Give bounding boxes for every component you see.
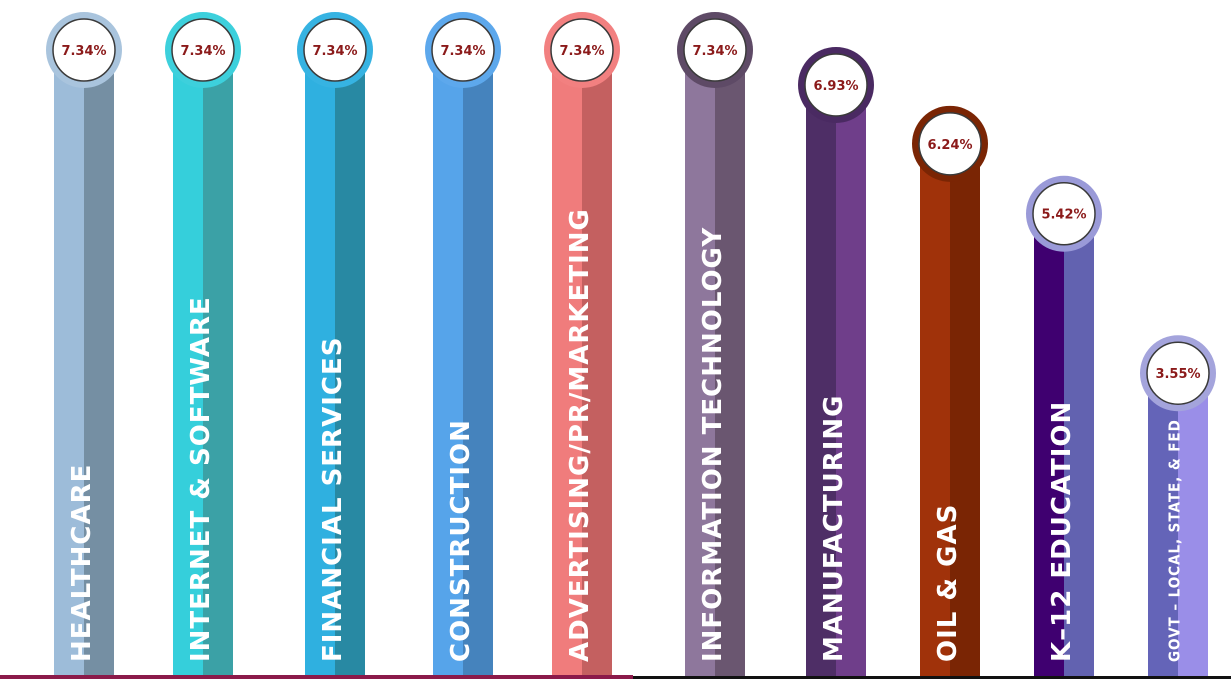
bar-left-half [433, 50, 463, 676]
value-label: 6.24% [927, 138, 972, 153]
category-label: K–12 EDUCATION [1047, 401, 1077, 662]
bar-left-half [1148, 373, 1178, 676]
category-label: FINANCIAL SERVICES [318, 337, 348, 662]
bar-left-half [173, 50, 203, 676]
category-label: INTERNET & SOFTWARE [186, 296, 216, 662]
bar-k-12-education: K–12 EDUCATION 5.42% [1026, 175, 1102, 676]
bar-right-half [715, 50, 745, 676]
value-circle [918, 112, 982, 176]
value-label: 7.34% [61, 44, 106, 59]
value-label: 7.34% [692, 44, 737, 59]
bar-advertising-pr-marketing: ADVERTISING/PR/MARKETING 7.34% [544, 12, 620, 676]
value-circle [303, 18, 367, 82]
category-label: HEALTHCARE [67, 464, 97, 662]
value-label: 7.34% [559, 44, 604, 59]
bar-information-technology: INFORMATION TECHNOLOGY 7.34% [677, 12, 753, 676]
bar-right-half [84, 50, 114, 676]
value-circle [1032, 181, 1096, 246]
bar-financial-services: FINANCIAL SERVICES 7.34% [297, 12, 373, 676]
bar-left-half [920, 143, 950, 677]
value-circle [1146, 341, 1210, 405]
value-circle [52, 18, 116, 82]
value-label: 5.42% [1041, 208, 1086, 223]
bar-right-half [950, 143, 980, 677]
value-circle [683, 18, 747, 82]
category-label: CONSTRUCTION [446, 419, 476, 662]
value-circle [171, 18, 235, 82]
bar-right-half [335, 50, 365, 676]
bar-right-half [1178, 373, 1208, 676]
bar-left-half [1034, 213, 1064, 676]
bar-right-half [463, 50, 493, 676]
category-label: INFORMATION TECHNOLOGY [698, 227, 728, 662]
bar-govt-local-state-fed: GOVT – LOCAL, STATE, & FED 3.55% [1140, 335, 1216, 676]
bar-construction: CONSTRUCTION 7.34% [425, 12, 501, 676]
category-label: OIL & GAS [933, 504, 963, 662]
bar-left-half [54, 50, 84, 676]
bar-right-half [836, 84, 866, 677]
bar-manufacturing: MANUFACTURING 6.93% [798, 46, 874, 677]
bar-right-half [1064, 213, 1094, 676]
value-label: 7.34% [440, 44, 485, 59]
baseline [633, 676, 1231, 679]
value-label: 3.55% [1155, 367, 1200, 382]
category-label: GOVT – LOCAL, STATE, & FED [1166, 419, 1184, 662]
bar-left-half [806, 84, 836, 677]
baseline-accent [0, 675, 633, 679]
category-label: MANUFACTURING [819, 395, 849, 663]
bar-healthcare: HEALTHCARE 7.34% [46, 12, 122, 676]
value-label: 7.34% [312, 44, 357, 59]
value-label: 6.93% [813, 79, 858, 94]
bar-internet-software: INTERNET & SOFTWARE 7.34% [165, 12, 241, 676]
value-circle [804, 53, 868, 117]
value-circle [431, 18, 495, 82]
bar-right-half [582, 50, 612, 676]
bar-left-half [685, 50, 715, 676]
category-label: ADVERTISING/PR/MARKETING [565, 208, 595, 662]
bar-right-half [203, 50, 233, 676]
bar-left-half [305, 50, 335, 676]
bar-oil-gas: OIL & GAS 6.24% [912, 105, 988, 677]
bar-left-half [552, 50, 582, 676]
value-circle [550, 18, 614, 82]
value-label: 7.34% [180, 44, 225, 59]
